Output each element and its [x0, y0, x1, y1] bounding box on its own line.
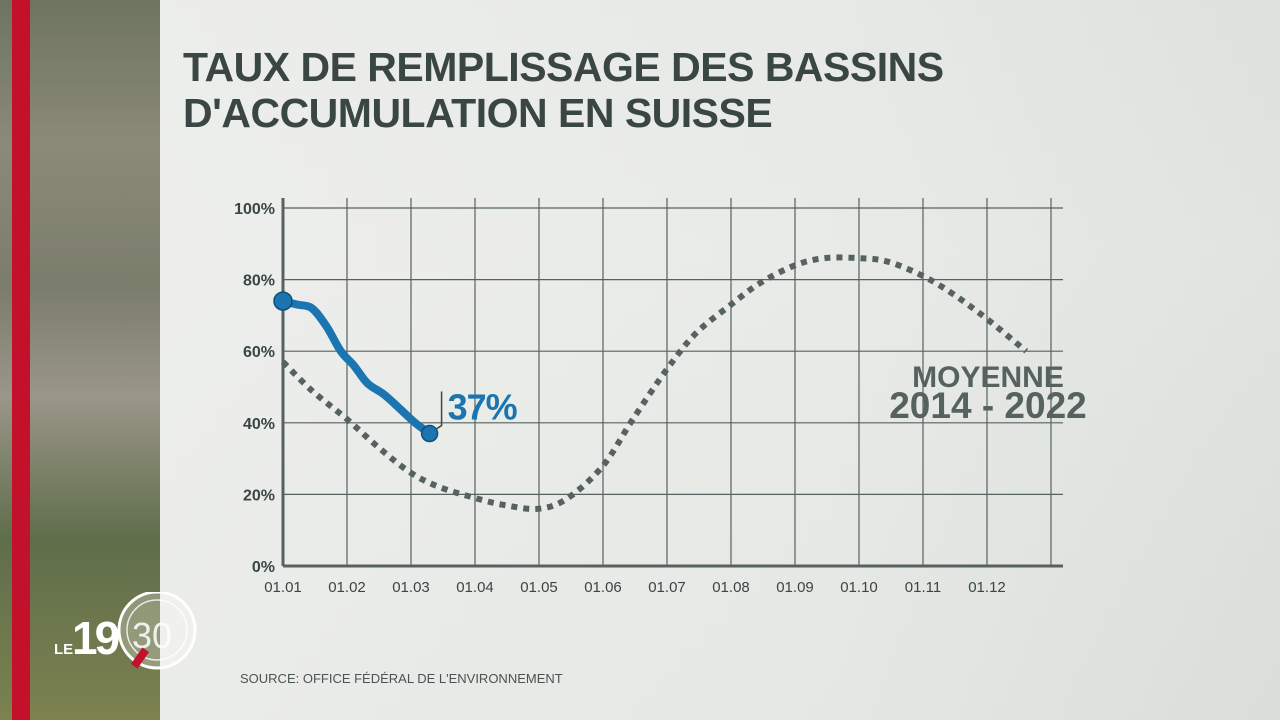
logo-minute: 30 [132, 615, 172, 656]
x-tick-label: 01.08 [712, 579, 750, 596]
title-line-2: D'ACCUMULATION EN SUISSE [183, 90, 773, 136]
brand-red-bar [12, 0, 30, 720]
average-series-line [280, 254, 1029, 512]
y-tick-label: 80% [243, 273, 275, 290]
x-tick-label: 01.05 [520, 579, 558, 596]
y-tick-label: 100% [234, 201, 275, 218]
average-label-line-1: MOYENNE [912, 361, 1064, 394]
x-tick-label: 01.11 [905, 579, 941, 596]
source-caption: SOURCE: OFFICE FÉDÉRAL DE L'ENVIRONNEMEN… [240, 671, 563, 686]
end-point-marker [420, 424, 439, 443]
current-value-label: 37% [448, 387, 518, 428]
y-tick-label: 40% [243, 416, 275, 433]
logo-prefix: LE [54, 641, 73, 658]
y-tick-label: 20% [243, 487, 275, 504]
current-series-line [279, 297, 434, 438]
x-tick-label: 01.06 [584, 579, 622, 596]
chart-title: TAUX DE REMPLISSAGE DES BASSINS D'ACCUMU… [183, 44, 944, 136]
y-tick-label: 60% [243, 344, 275, 361]
x-tick-label: 01.03 [392, 579, 430, 596]
average-label-line-2: 2014 - 2022 [889, 385, 1087, 426]
end-label-leader [435, 391, 443, 431]
x-tick-label: 01.01 [264, 579, 302, 596]
x-tick-label: 01.09 [776, 579, 814, 596]
x-tick-label: 01.10 [840, 579, 878, 596]
title-line-1: TAUX DE REMPLISSAGE DES BASSINS [183, 44, 944, 90]
logo-hour: 19 [72, 612, 119, 664]
x-tick-label: 01.07 [648, 579, 686, 596]
le-19h30-logo: LE 19 30 [54, 592, 197, 670]
x-tick-label: 01.02 [328, 579, 366, 596]
y-tick-label: 0% [252, 559, 275, 576]
start-point-marker [273, 291, 293, 311]
x-tick-label: 01.12 [968, 579, 1006, 596]
x-tick-label: 01.04 [456, 579, 494, 596]
